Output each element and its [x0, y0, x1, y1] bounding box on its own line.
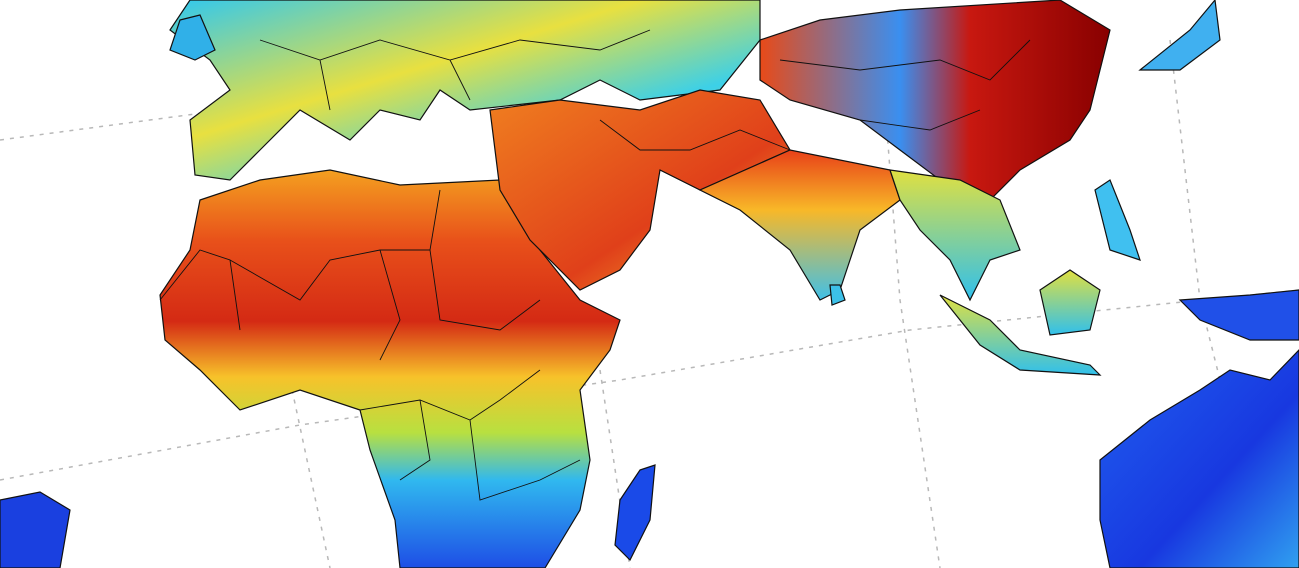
- graticule-line: [879, 39, 941, 568]
- china-region: [759, 0, 1111, 201]
- australia: [1099, 349, 1299, 568]
- southeast-asia: [889, 169, 1021, 302]
- graticule-line: [599, 369, 631, 568]
- border: [259, 29, 651, 111]
- border: [779, 39, 1031, 131]
- graticule-line: [0, 289, 1299, 481]
- japan: [1138, 0, 1221, 71]
- sri-lanka: [829, 284, 846, 306]
- india: [698, 149, 901, 301]
- madagascar: [614, 464, 656, 562]
- border: [359, 369, 581, 501]
- border: [599, 119, 791, 191]
- philippines: [1094, 179, 1141, 261]
- new-guinea: [1178, 289, 1299, 341]
- border: [159, 189, 541, 361]
- graticule-line: [289, 379, 331, 568]
- africa: [159, 169, 621, 568]
- borneo: [1039, 269, 1101, 336]
- british-isles: [169, 14, 216, 61]
- country-borders: [159, 29, 1031, 501]
- indonesia: [939, 294, 1102, 376]
- south-america: [0, 491, 71, 568]
- graticule-line: [1169, 39, 1221, 381]
